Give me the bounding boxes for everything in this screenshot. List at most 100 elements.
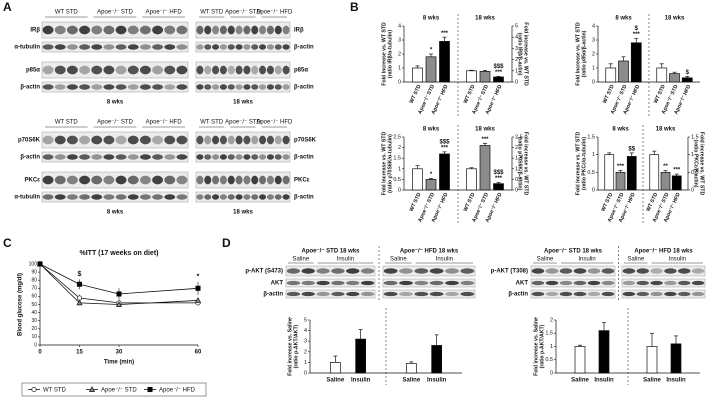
row-label: β-actin — [294, 155, 314, 161]
y2-tick-label: 2 — [515, 57, 518, 63]
band — [42, 25, 54, 35]
band — [274, 175, 282, 185]
y-tick-label: 1 — [592, 152, 595, 158]
band — [176, 44, 188, 50]
series-line — [39, 263, 198, 304]
band — [127, 84, 139, 90]
band — [282, 65, 290, 75]
bar — [425, 56, 437, 83]
band — [91, 135, 103, 145]
band — [176, 84, 188, 90]
y-tick-label: 3 — [398, 37, 401, 43]
band — [79, 65, 91, 75]
bar — [466, 168, 477, 191]
band — [266, 44, 274, 50]
row-label: PKCε — [24, 178, 40, 184]
band — [212, 194, 220, 200]
lane-header: Apoe⁻/⁻ STD — [225, 120, 261, 126]
bar — [649, 154, 660, 191]
row-label: p85α — [26, 68, 40, 74]
band — [266, 175, 274, 185]
blot — [41, 131, 189, 149]
panel-letter: D — [222, 236, 231, 250]
column-label: Saline — [627, 257, 644, 263]
x-tick-label: WT STD — [602, 84, 616, 105]
band — [103, 135, 115, 145]
axis-title: Fold increase vs. WT STD — [523, 22, 529, 86]
band — [164, 194, 176, 200]
band — [152, 135, 164, 145]
band — [274, 25, 282, 35]
y-tick-label: 4 — [592, 23, 595, 29]
band — [383, 268, 398, 274]
band — [219, 154, 227, 160]
band — [587, 268, 601, 274]
row-label: p85α — [294, 68, 308, 74]
y2-tick-label: 0 — [515, 79, 518, 85]
band — [243, 84, 251, 90]
bar — [656, 67, 668, 83]
band — [91, 154, 103, 160]
blot — [285, 289, 376, 299]
band — [243, 154, 251, 160]
band — [622, 268, 636, 274]
band — [54, 65, 66, 75]
band — [301, 291, 315, 297]
x-tick-label: Insulin — [427, 378, 447, 384]
band — [212, 154, 220, 160]
row-label: p-AKT (T308) — [491, 269, 528, 275]
significance: $ — [78, 271, 82, 278]
band — [127, 154, 139, 160]
group-title: 8 wks — [423, 127, 440, 133]
y2-tick-label: 0 — [515, 187, 518, 193]
y2-tick-label: 1 — [515, 68, 518, 74]
y-tick-label: 0 — [592, 187, 595, 193]
y-tick-label: 1 — [398, 166, 401, 172]
band — [152, 175, 164, 185]
band — [219, 84, 227, 90]
column-label: Insulin — [337, 257, 354, 263]
chart-title: %ITT (17 weeks on diet) — [80, 250, 159, 257]
band — [139, 44, 151, 50]
x-tick-label: Saline — [326, 378, 344, 384]
band — [243, 135, 251, 145]
band — [139, 65, 151, 75]
y-tick-label: 1 — [550, 344, 553, 350]
band — [227, 25, 235, 35]
series-line — [39, 263, 199, 305]
band — [227, 194, 235, 200]
band — [282, 44, 290, 50]
y-tick-label: 30 — [31, 318, 37, 324]
significance: $$$ — [493, 64, 504, 70]
significance: $$ — [628, 146, 635, 152]
y-tick-label: 70 — [31, 286, 37, 292]
y-tick-label: 0.5 — [393, 177, 401, 183]
band — [139, 25, 151, 35]
band — [460, 268, 475, 274]
row-label: IRβ — [30, 28, 40, 34]
axis-title: Fold Increase vs. WT STD — [381, 22, 387, 86]
blot — [621, 278, 706, 288]
lane-header: WT STD — [200, 120, 224, 126]
band — [545, 280, 559, 286]
lane-header: WT STD — [55, 120, 79, 126]
legend-label: Apoe⁻/⁻ STD — [101, 387, 137, 393]
significance: * — [197, 274, 200, 281]
band — [235, 84, 243, 90]
x-tick-label: Saline — [571, 378, 589, 384]
lane-header: Apoe⁻/⁻ STD — [225, 10, 261, 16]
group-title: 8 wks — [612, 127, 629, 133]
band — [115, 154, 127, 160]
band — [399, 268, 413, 274]
band — [360, 291, 375, 297]
band — [301, 280, 315, 286]
axis-title: (ratio p85α/β-actin) — [581, 30, 587, 77]
band — [399, 280, 413, 286]
bar — [670, 343, 682, 374]
band — [531, 280, 545, 286]
band — [259, 84, 267, 90]
band — [204, 65, 212, 75]
band — [42, 175, 54, 185]
band — [42, 135, 54, 145]
band — [164, 44, 176, 50]
